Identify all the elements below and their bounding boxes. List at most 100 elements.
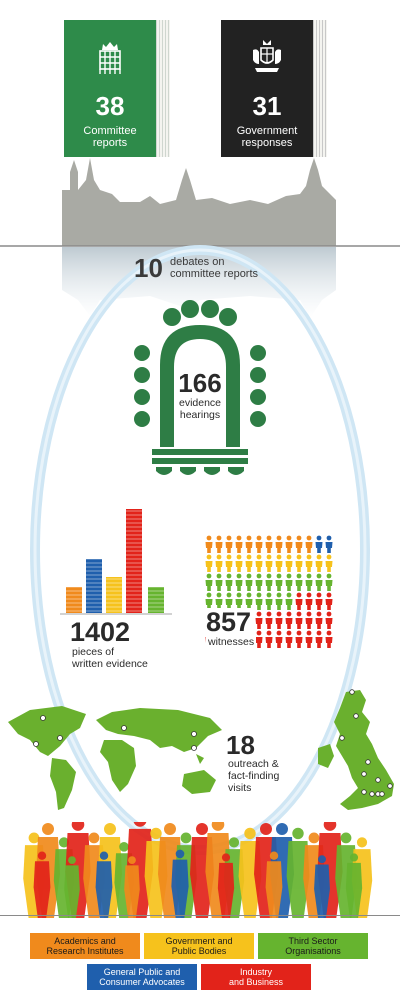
witness-figure — [315, 573, 323, 591]
witness-figure — [305, 554, 313, 572]
world-map — [8, 706, 222, 810]
witnesses-label: witnesses — [206, 636, 257, 648]
responses-label: Government responses — [236, 125, 298, 149]
ground-line — [0, 915, 400, 916]
responses-count: 31 — [252, 91, 282, 121]
witness-figure — [305, 611, 313, 629]
uk-map-pins — [339, 689, 393, 797]
witness-figure — [255, 573, 263, 591]
witness-figure — [285, 573, 293, 591]
witness-figure — [295, 573, 303, 591]
witness-figure — [235, 554, 243, 572]
royal-coat-of-arms-icon — [253, 40, 281, 72]
reports-label: Committee reports — [83, 125, 137, 149]
hearing-table-icon — [134, 300, 266, 475]
crowd-person — [286, 827, 310, 918]
legend-academics: Academics and Research Institutes — [30, 933, 140, 959]
witness-figure — [325, 573, 333, 591]
witness-figure — [225, 554, 233, 572]
witness-figure — [305, 535, 313, 553]
witness-figure — [265, 592, 273, 610]
witness-figure — [215, 535, 223, 553]
witness-figure — [285, 630, 293, 648]
crowd-person — [265, 851, 283, 918]
witness-figure — [325, 592, 333, 610]
legend-third-sector: Third Sector Organisations — [258, 933, 368, 959]
written-evidence-label: pieces of written evidence — [72, 646, 148, 670]
witness-figure — [275, 611, 283, 629]
witness-figure — [275, 592, 283, 610]
debates-count: 10 — [134, 253, 163, 283]
witness-figure — [245, 573, 253, 591]
witness-figure — [245, 535, 253, 553]
document-stacks-icon — [60, 509, 172, 615]
witnesses-count: 857 — [204, 607, 254, 637]
witness-figure — [325, 630, 333, 648]
witness-figure — [285, 554, 293, 572]
government-responses-book: 31 Government responses — [221, 20, 313, 157]
witness-figure — [275, 535, 283, 553]
crowd-person — [95, 851, 113, 918]
witness-figure — [235, 592, 243, 610]
reports-count: 38 — [95, 91, 125, 121]
witness-figure — [285, 535, 293, 553]
hearings-label: evidence hearings — [178, 397, 222, 421]
responses-book-pages — [313, 20, 327, 157]
witness-figure — [295, 630, 303, 648]
debates-label: debates on committee reports — [170, 256, 259, 280]
witness-figure — [325, 554, 333, 572]
witness-figure — [315, 630, 323, 648]
witness-figure — [205, 554, 213, 572]
witness-figure — [275, 573, 283, 591]
crowd-person — [217, 853, 235, 918]
witness-figure — [315, 535, 323, 553]
witness-figure — [285, 592, 293, 610]
witness-figure — [265, 573, 273, 591]
witness-figure — [215, 573, 223, 591]
witness-figure — [265, 611, 273, 629]
witness-figure — [205, 573, 213, 591]
visits-count: 18 — [226, 730, 255, 760]
committee-reports-book: 38 Committee reports — [64, 20, 156, 157]
crowd-person — [124, 856, 140, 918]
witness-figure — [295, 535, 303, 553]
witness-figure — [205, 592, 213, 610]
witness-figure — [275, 554, 283, 572]
witness-figure — [255, 535, 263, 553]
legend-government: Government and Public Bodies — [144, 933, 254, 959]
visits-label: outreach & fact-finding visits — [228, 758, 280, 794]
witness-figure — [295, 611, 303, 629]
uk-map — [318, 689, 394, 810]
crowd-person — [314, 855, 330, 918]
witness-figure — [205, 535, 213, 553]
legend-general-public: General Public and Consumer Advocates — [87, 964, 197, 990]
witness-figure — [245, 592, 253, 610]
witness-figure — [315, 592, 323, 610]
crowd-person — [33, 851, 51, 918]
witness-figure — [305, 630, 313, 648]
witness-figure — [295, 592, 303, 610]
witness-figure — [305, 573, 313, 591]
witness-figure — [315, 554, 323, 572]
witness-figure — [215, 592, 223, 610]
witness-figure — [285, 611, 293, 629]
witness-figure — [225, 535, 233, 553]
written-evidence-count: 1402 — [70, 617, 131, 647]
skyline-reflection — [62, 247, 336, 318]
portcullis-icon — [99, 42, 121, 74]
witness-figure — [325, 611, 333, 629]
witness-figure — [265, 630, 273, 648]
witness-figure — [305, 592, 313, 610]
witness-figure — [315, 611, 323, 629]
world-map-pins — [33, 715, 197, 751]
witness-figure — [245, 554, 253, 572]
skyline-silhouette — [62, 158, 336, 246]
witness-figure — [325, 535, 333, 553]
reports-book-pages — [156, 20, 170, 157]
witness-figure — [255, 611, 263, 629]
hearings-count: 166 — [178, 368, 222, 398]
witness-figure — [255, 554, 263, 572]
crowd-person — [171, 849, 189, 918]
witness-figure — [235, 535, 243, 553]
witness-figure — [255, 592, 263, 610]
